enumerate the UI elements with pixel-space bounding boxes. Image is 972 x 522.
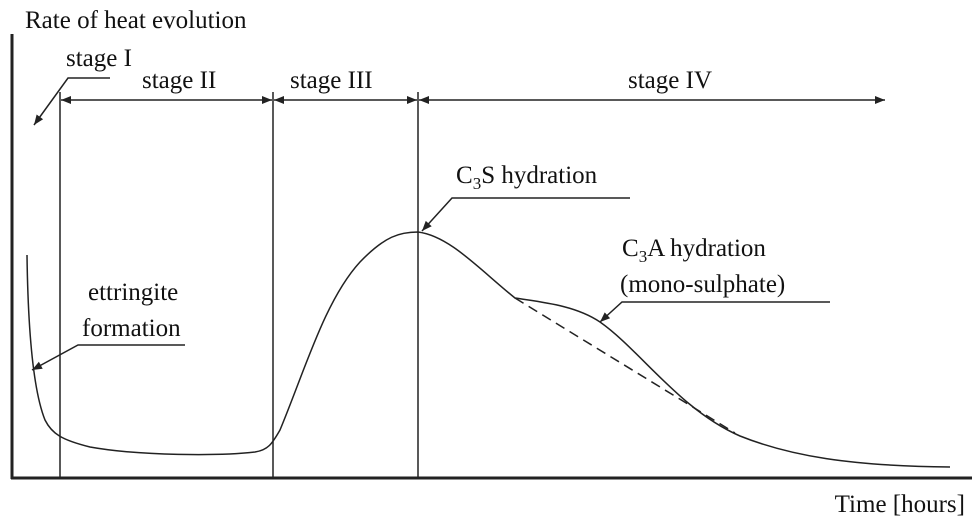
x-axis-title: Time [hours]: [835, 491, 965, 518]
annotation-leader: [599, 301, 830, 323]
annotation: ettringite: [88, 279, 178, 306]
stage-i-leader: [33, 77, 110, 126]
baseline-dashed: [514, 297, 736, 434]
stage-label: stage I: [66, 45, 132, 72]
y-axis-title: Rate of heat evolution: [25, 7, 247, 34]
heat-curve: [26, 231, 951, 468]
annotation: C3A hydration: [622, 235, 766, 266]
annotation: (mono-sulphate): [620, 271, 785, 298]
annotation-leader: [31, 344, 185, 371]
stage-label: stage III: [290, 67, 373, 94]
stage-label: stage IV: [628, 67, 712, 94]
annotation-leader: [421, 197, 630, 232]
annotation: formation: [82, 315, 181, 342]
stage-label: stage II: [142, 67, 216, 94]
annotation: C3S hydration: [456, 162, 598, 193]
